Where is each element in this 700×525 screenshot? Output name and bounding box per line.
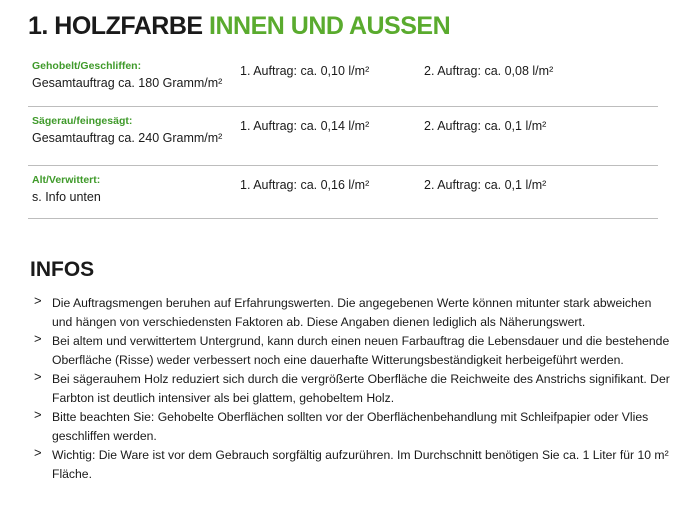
second-coat: 2. Auftrag: ca. 0,1 l/m² <box>424 119 547 133</box>
first-coat: 1. Auftrag: ca. 0,14 l/m² <box>240 119 370 133</box>
second-coat: 2. Auftrag: ca. 0,1 l/m² <box>424 178 547 192</box>
info-item: Bei sägerauhem Holz reduziert sich durch… <box>34 367 674 408</box>
info-item: Wichtig: Die Ware ist vor dem Gebrauch s… <box>34 443 674 484</box>
title-highlight: INNEN UND AUSSEN <box>209 12 451 40</box>
table-row: Gehobelt/Geschliffen: Gesamtauftrag ca. 1… <box>28 56 658 107</box>
infos-heading: INFOS <box>30 258 95 281</box>
table-row: Alt/Verwittert: s. Info unten 1. Auftrag: … <box>28 166 658 219</box>
row-total: Gesamtauftrag ca. 240 Gramm/m² <box>32 131 223 145</box>
info-list: Die Auftragsmengen beruhen auf Erfahrung… <box>34 291 674 484</box>
first-coat: 1. Auftrag: ca. 0,10 l/m² <box>240 64 370 78</box>
row-label: Sägerau/feingesägt: <box>32 115 133 127</box>
row-total: Gesamtauftrag ca. 180 Gramm/m² <box>32 76 223 90</box>
first-coat: 1. Auftrag: ca. 0,16 l/m² <box>240 178 370 192</box>
row-total: s. Info unten <box>32 190 101 204</box>
table: Gehobelt/Geschliffen: Gesamtauftrag ca. 1… <box>28 56 658 219</box>
second-coat: 2. Auftrag: ca. 0,08 l/m² <box>424 64 554 78</box>
info-item: Bei altem und verwittertem Untergrund, k… <box>34 329 674 370</box>
info-item: Bitte beachten Sie: Gehobelte Oberfläche… <box>34 405 674 446</box>
table-row: Sägerau/feingesägt: Gesamtauftrag ca. 240… <box>28 107 658 166</box>
info-item: Die Auftragsmengen beruhen auf Erfahrung… <box>34 291 674 332</box>
title-number: 1. HOLZFARBE <box>28 12 203 40</box>
row-label: Alt/Verwittert: <box>32 174 101 186</box>
row-label: Gehobelt/Geschliffen: <box>32 60 142 72</box>
title: 1. HOLZFARBE INNEN UND AUSSEN <box>28 12 451 41</box>
